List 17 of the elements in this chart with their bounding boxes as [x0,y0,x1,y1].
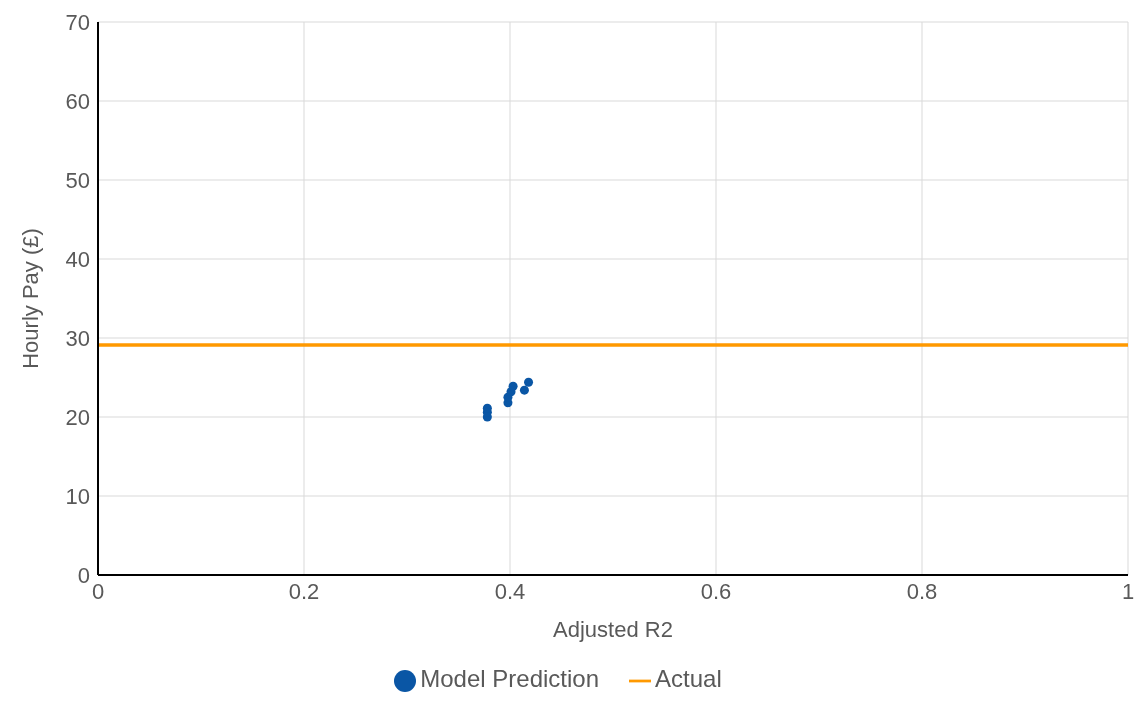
y-tick-label: 10 [65,483,90,509]
y-tick-label: 40 [65,246,90,272]
y-tick-label: 30 [65,325,90,351]
x-tick-label: 0.6 [700,578,732,604]
y-tick-label: 50 [65,167,90,193]
y-tick-label: 20 [65,404,90,430]
x-tick-label: 0.2 [288,578,320,604]
y-tick-label: 70 [65,9,90,35]
x-tick-label: 0.4 [494,578,526,604]
legend-label: Actual [655,665,722,692]
y-tick-label: 0 [77,562,90,588]
legend-label: Model Prediction [420,665,600,692]
y-tick-label: 60 [65,88,90,114]
x-axis-title: Adjusted R2 [553,617,673,642]
x-tick-label: 0.8 [906,578,938,604]
x-tick-label: 1 [1121,578,1135,604]
y-axis-title: Hourly Pay (£) [17,228,43,369]
